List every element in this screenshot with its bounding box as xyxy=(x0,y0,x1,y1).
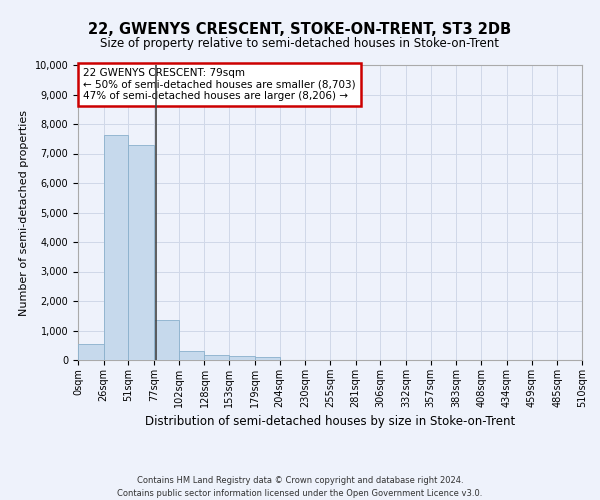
Text: Size of property relative to semi-detached houses in Stoke-on-Trent: Size of property relative to semi-detach… xyxy=(101,38,499,51)
Text: 22, GWENYS CRESCENT, STOKE-ON-TRENT, ST3 2DB: 22, GWENYS CRESCENT, STOKE-ON-TRENT, ST3… xyxy=(88,22,512,38)
Bar xyxy=(104,135,128,360)
Text: 22 GWENYS CRESCENT: 79sqm
← 50% of semi-detached houses are smaller (8,703)
47% : 22 GWENYS CRESCENT: 79sqm ← 50% of semi-… xyxy=(83,68,356,101)
Bar xyxy=(205,356,229,360)
Bar xyxy=(154,320,179,360)
Text: Contains HM Land Registry data © Crown copyright and database right 2024.
Contai: Contains HM Land Registry data © Crown c… xyxy=(118,476,482,498)
X-axis label: Distribution of semi-detached houses by size in Stoke-on-Trent: Distribution of semi-detached houses by … xyxy=(145,416,515,428)
Y-axis label: Number of semi-detached properties: Number of semi-detached properties xyxy=(19,110,29,316)
Bar xyxy=(78,344,104,360)
Bar xyxy=(229,356,255,360)
Bar xyxy=(128,145,154,360)
Bar xyxy=(179,351,205,360)
Bar xyxy=(255,357,280,360)
